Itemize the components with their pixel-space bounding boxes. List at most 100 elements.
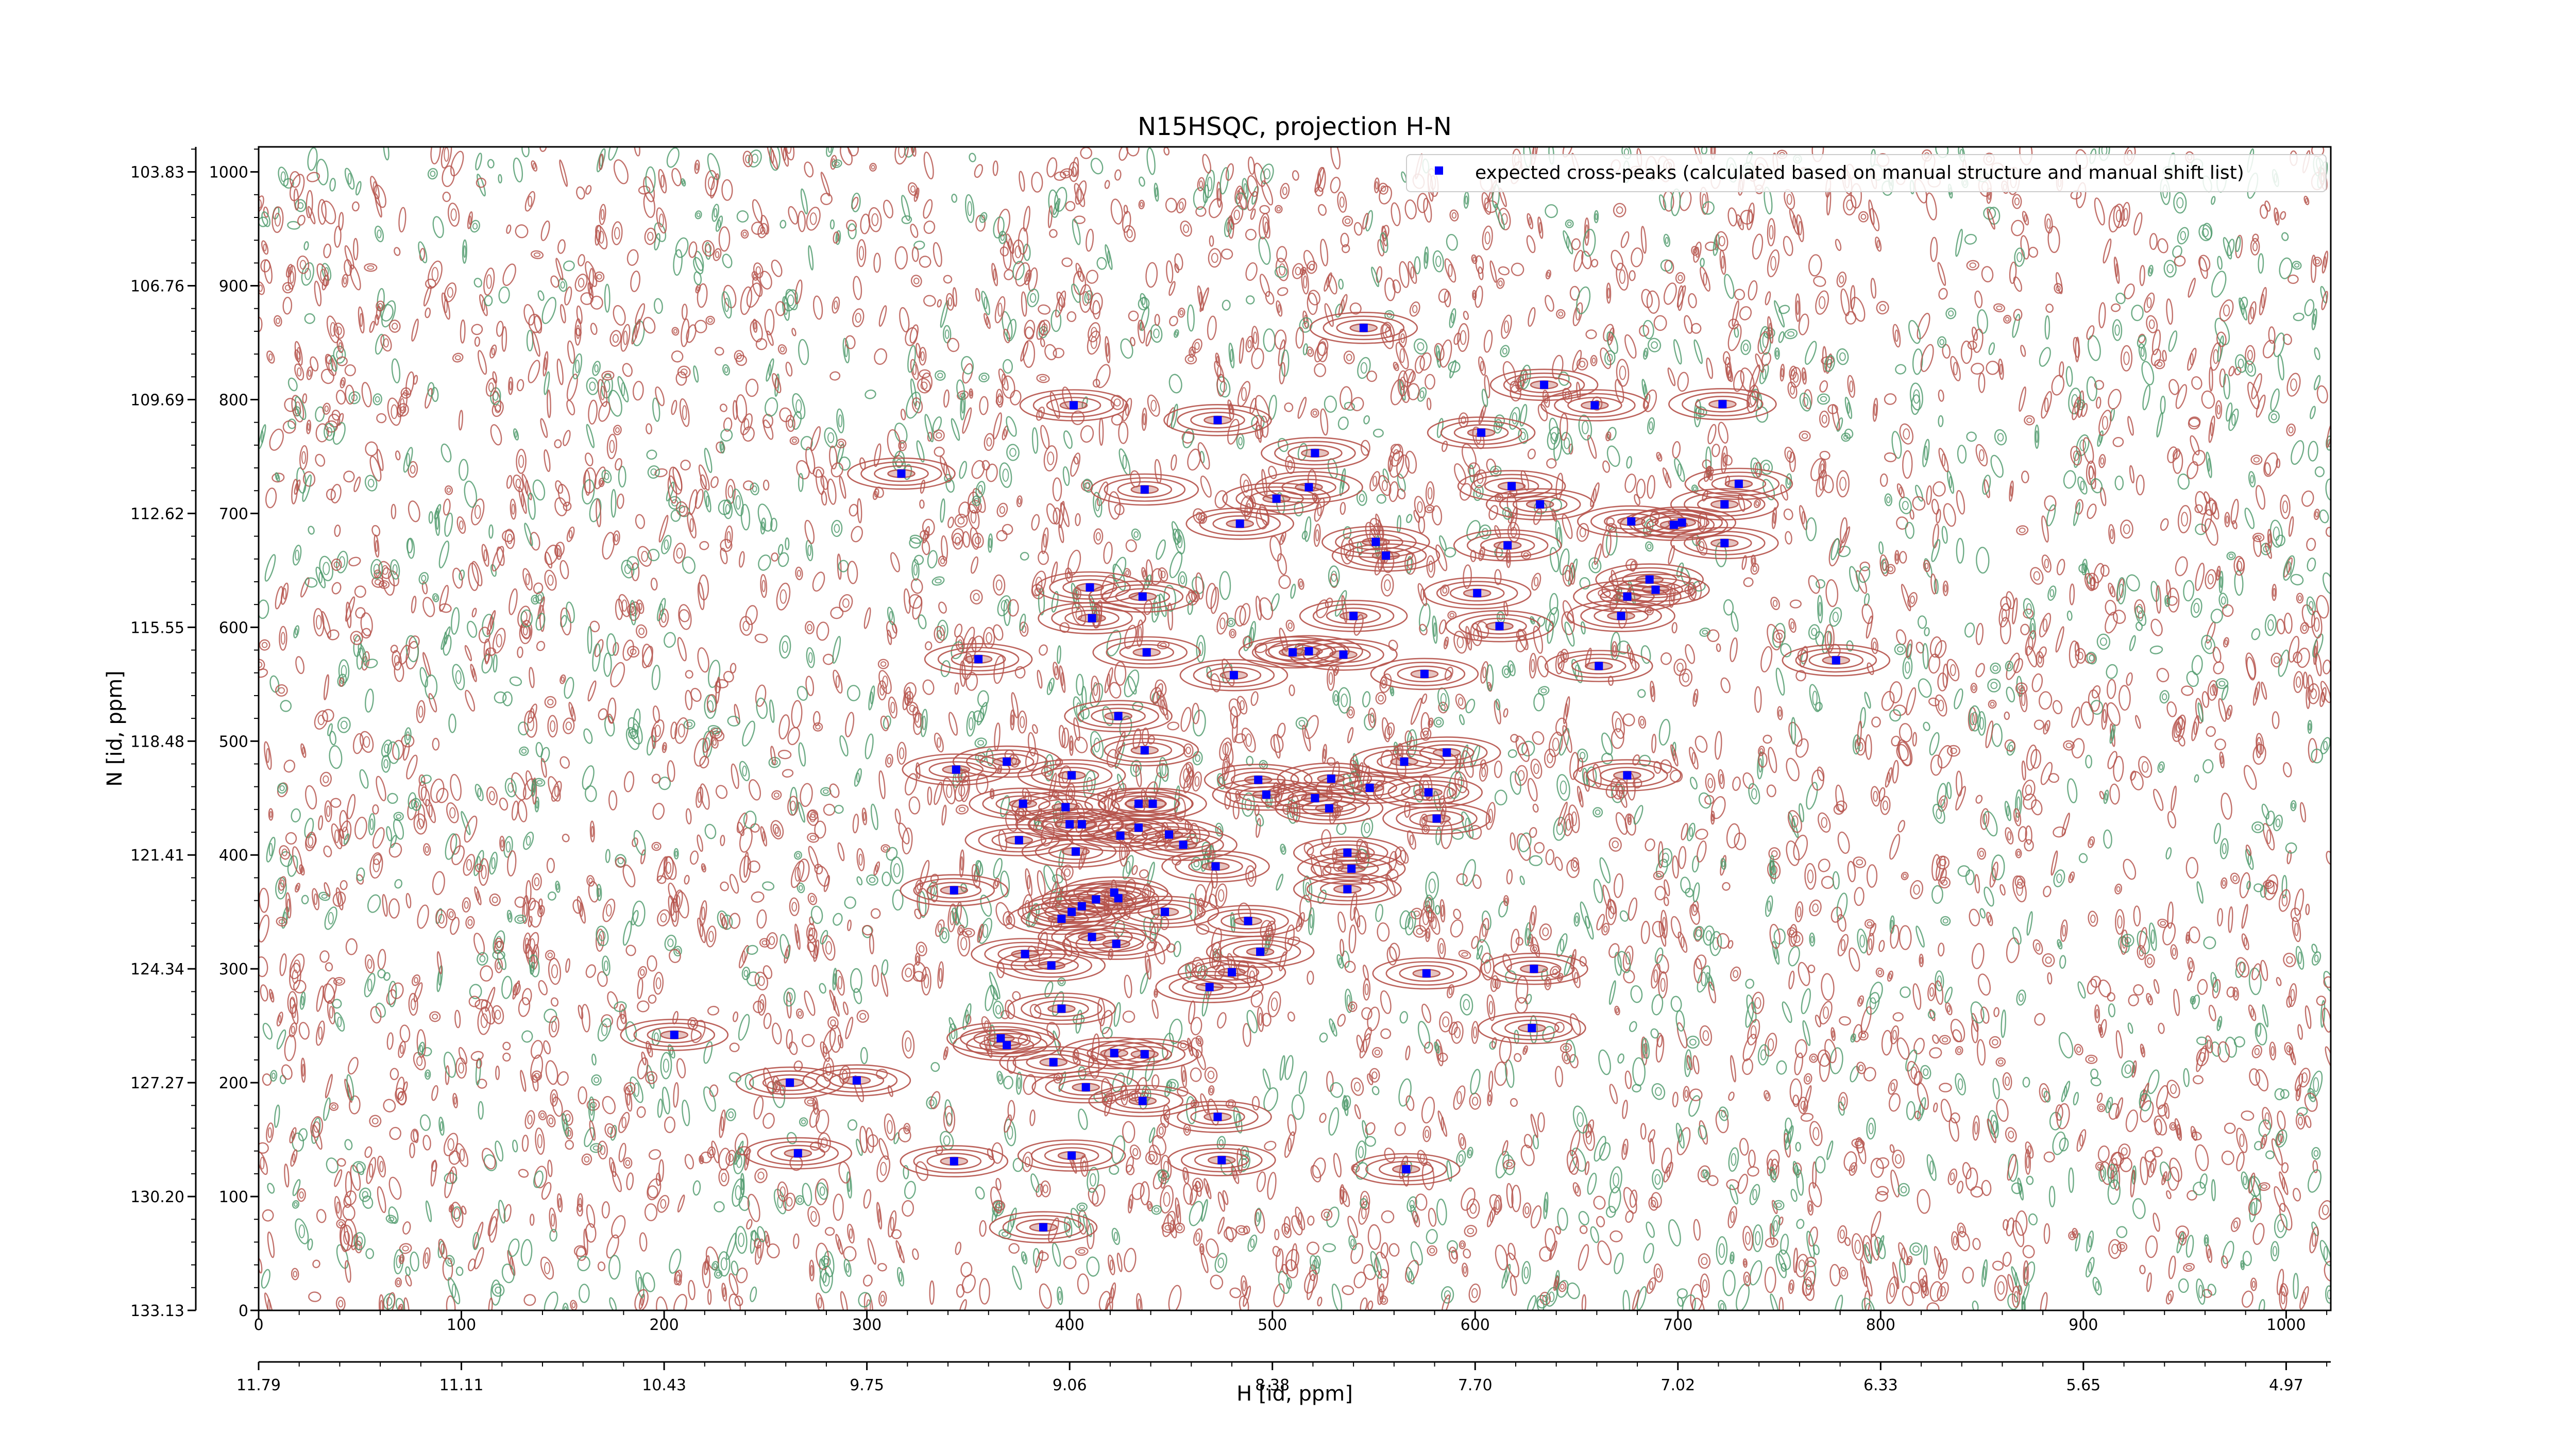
positive-contour [1649, 1281, 1654, 1290]
positive-contour [481, 544, 489, 567]
negative-contour [1817, 393, 1831, 405]
positive-contour [635, 624, 648, 638]
positive-contour [1950, 664, 1956, 677]
negative-contour [1063, 430, 1073, 449]
positive-contour [1807, 964, 1816, 973]
negative-contour [478, 1101, 484, 1120]
positive-contour [1792, 214, 1796, 229]
negative-contour [2085, 1257, 2095, 1278]
positive-contour [2150, 618, 2163, 636]
positive-contour [1839, 477, 1847, 491]
positive-contour [1484, 197, 1489, 210]
negative-contour [1258, 237, 1271, 265]
positive-contour [615, 427, 620, 433]
negative-contour [853, 988, 862, 1004]
negative-contour [2327, 439, 2331, 447]
positive-contour [1468, 824, 1482, 840]
positive-contour [1875, 237, 1882, 252]
positive-contour [1217, 1191, 1226, 1212]
negative-contour [632, 900, 646, 927]
negative-contour [589, 381, 596, 391]
negative-contour [1905, 661, 1910, 674]
negative-contour [725, 1108, 736, 1121]
positive-contour [1757, 746, 1765, 756]
positive-contour [586, 875, 595, 887]
positive-contour [1646, 1277, 1656, 1294]
negative-contour [2308, 441, 2318, 462]
positive-contour [1552, 737, 1560, 751]
positive-contour [1585, 647, 1592, 667]
positive-contour [413, 1130, 419, 1143]
positive-contour [1222, 1190, 1229, 1205]
positive-contour [1938, 389, 1944, 402]
positive-contour [939, 968, 943, 982]
positive-contour [707, 1289, 712, 1305]
positive-contour [1481, 192, 1492, 215]
positive-contour [1988, 915, 1992, 923]
positive-contour [2266, 829, 2272, 845]
positive-contour [1836, 470, 1850, 498]
negative-contour [1044, 981, 1054, 998]
positive-contour [1125, 539, 1137, 552]
positive-contour [2015, 1210, 2028, 1236]
negative-contour [1658, 848, 1673, 868]
negative-contour [913, 240, 925, 250]
negative-contour [482, 614, 495, 637]
positive-contour [761, 580, 766, 593]
positive-contour [885, 753, 893, 768]
positive-contour [2113, 256, 2120, 284]
negative-contour [1058, 1291, 1062, 1301]
positive-contour [1929, 636, 1942, 658]
negative-contour [1774, 946, 1777, 959]
negative-contour [1111, 1135, 1125, 1164]
negative-contour [1604, 350, 1616, 365]
positive-contour [905, 967, 912, 978]
positive-contour [1310, 408, 1319, 418]
positive-contour [1929, 1008, 1936, 1021]
positive-contour [2224, 512, 2230, 528]
positive-contour [1024, 1156, 1031, 1168]
positive-contour [805, 676, 815, 696]
negative-contour [1935, 970, 1944, 992]
positive-contour [727, 485, 734, 498]
positive-contour [1126, 147, 1140, 157]
negative-contour [1228, 342, 1235, 368]
positive-contour [1234, 733, 1246, 744]
positive-contour [1609, 1230, 1623, 1242]
negative-contour [292, 1200, 300, 1209]
negative-contour [318, 891, 330, 901]
positive-contour [607, 991, 618, 1009]
positive-contour [606, 1234, 619, 1259]
positive-contour [1209, 894, 1218, 908]
positive-contour [843, 1246, 857, 1261]
positive-contour [763, 1013, 772, 1030]
positive-contour [778, 714, 790, 740]
positive-contour [1444, 666, 1453, 681]
negative-contour [1757, 751, 1764, 780]
positive-contour [2219, 751, 2225, 768]
positive-contour [1382, 717, 1391, 743]
negative-contour [746, 971, 760, 986]
positive-contour [1640, 1123, 1647, 1140]
negative-contour [1658, 719, 1671, 746]
positive-contour [2123, 524, 2130, 534]
negative-contour [321, 894, 328, 899]
positive-contour [807, 941, 816, 952]
positive-contour [1957, 1048, 1961, 1053]
positive-contour [647, 1185, 658, 1199]
positive-contour [447, 1138, 454, 1151]
negative-contour [1057, 645, 1061, 664]
positive-contour [1066, 311, 1077, 322]
positive-contour [2270, 1046, 2275, 1056]
positive-contour [550, 997, 559, 1007]
positive-contour [1277, 553, 1287, 576]
positive-contour [2225, 515, 2229, 524]
positive-contour [2165, 1290, 2174, 1305]
positive-contour [678, 723, 685, 738]
positive-contour [566, 526, 575, 543]
negative-contour [439, 1121, 444, 1132]
positive-contour [1627, 814, 1632, 825]
positive-contour [757, 1244, 762, 1259]
negative-contour [1467, 1147, 1473, 1159]
